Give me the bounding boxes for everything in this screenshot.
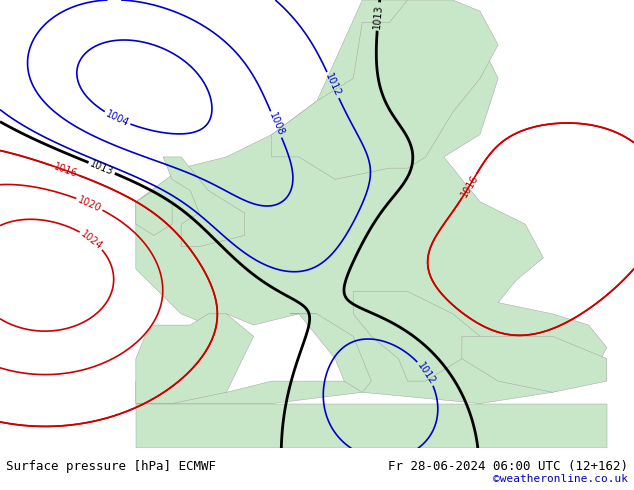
Text: 1013: 1013 <box>89 159 115 177</box>
Polygon shape <box>272 0 498 179</box>
Polygon shape <box>136 191 172 235</box>
Text: 1012: 1012 <box>415 360 437 386</box>
Text: 1004: 1004 <box>104 109 131 128</box>
Text: 1016: 1016 <box>459 173 480 199</box>
Text: 1016: 1016 <box>53 162 79 179</box>
Polygon shape <box>462 336 607 392</box>
Text: ©weatheronline.co.uk: ©weatheronline.co.uk <box>493 474 628 484</box>
Text: Fr 28-06-2024 06:00 UTC (12+162): Fr 28-06-2024 06:00 UTC (12+162) <box>387 460 628 473</box>
Polygon shape <box>136 404 607 448</box>
Text: 1024: 1024 <box>79 228 105 251</box>
Text: 1013: 1013 <box>372 4 384 29</box>
Text: 1008: 1008 <box>267 111 285 138</box>
Polygon shape <box>290 314 372 392</box>
Text: Surface pressure [hPa] ECMWF: Surface pressure [hPa] ECMWF <box>6 460 216 473</box>
Text: 1012: 1012 <box>323 72 342 98</box>
Text: 1020: 1020 <box>76 195 103 214</box>
Polygon shape <box>353 292 480 381</box>
Polygon shape <box>136 0 607 404</box>
Polygon shape <box>163 157 245 246</box>
Polygon shape <box>136 314 254 404</box>
